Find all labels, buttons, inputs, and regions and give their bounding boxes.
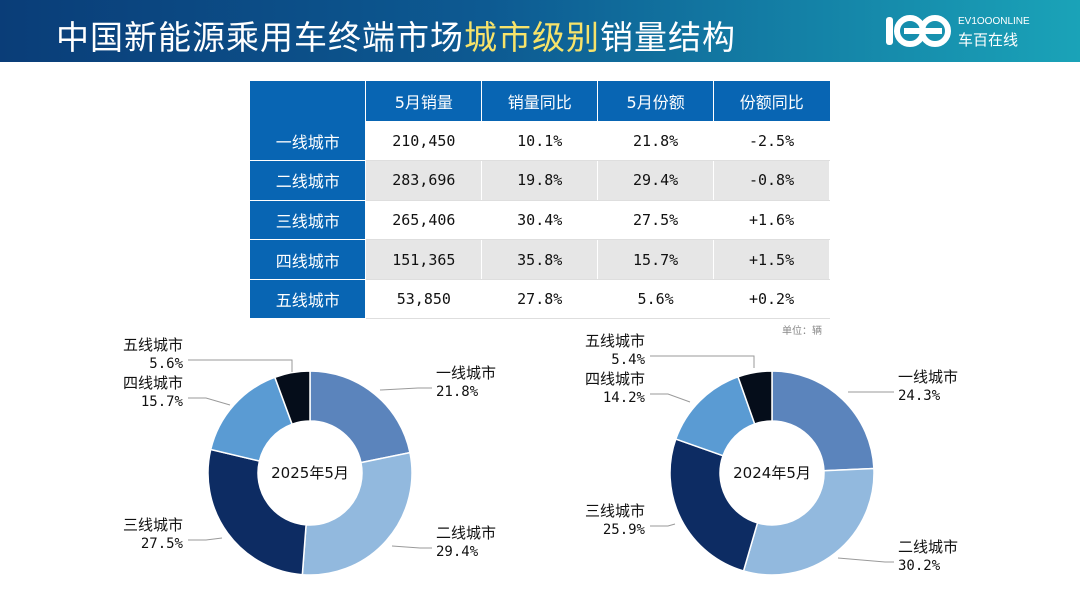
leader-line (188, 537, 223, 541)
table-cell: 151,365 (365, 239, 483, 280)
title-highlight: 城市级别 (464, 18, 600, 57)
table-cell: 19.8% (481, 160, 599, 201)
slice-category-label: 一线城市 (436, 364, 496, 382)
table-row-head: 三线城市 (250, 200, 367, 241)
donut-slice (309, 370, 411, 464)
logo-text-cn: 车百在线 (958, 31, 1019, 49)
table-header-cell: 5月销量 (365, 81, 483, 121)
table-row: 五线城市 53,850 27.8% 5.6% +0.2% (250, 279, 830, 320)
slice-category-label: 五线城市 (585, 332, 645, 350)
donut-slice (742, 467, 875, 576)
table-header-cell: 销量同比 (481, 81, 599, 121)
table-header-cell (250, 81, 367, 121)
table-cell: +1.6% (713, 200, 830, 241)
slice-category-label: 三线城市 (585, 502, 645, 520)
slice-value-label: 14.2% (603, 390, 646, 406)
table-cell: 53,850 (365, 279, 483, 320)
table-cell: 29.4% (597, 160, 715, 201)
table-header-cell: 5月份额 (597, 81, 715, 121)
donut-center-label: 2025年5月 (271, 464, 349, 482)
donut-chart-1: 2025年5月 一线城市 21.8% 二线城市 29.4% 三线城市 27.5% 四线城市 15… (123, 336, 496, 576)
table-row: 三线城市 265,406 30.4% 27.5% +1.6% (250, 200, 830, 241)
table-cell: 265,406 (365, 200, 483, 241)
donut-slice (737, 370, 773, 425)
table-cell: 35.8% (481, 239, 599, 280)
slice-value-label: 29.4% (436, 544, 479, 560)
donut-charts: 2025年5月 一线城市 21.8% 二线城市 29.4% 三线城市 27.5% 四线城市 15… (123, 332, 958, 576)
table-row-head: 一线城市 (250, 121, 367, 162)
table-cell: 10.1% (481, 121, 599, 162)
table-cell: -2.5% (713, 121, 830, 162)
table-row: 二线城市 283,696 19.8% 29.4% -0.8% (250, 160, 830, 201)
slice-value-label: 21.8% (436, 384, 479, 400)
table-row: 四线城市 151,365 35.8% 15.7% +1.5% (250, 239, 830, 280)
slice-category-label: 三线城市 (123, 516, 183, 534)
slice-value-label: 5.6% (149, 356, 183, 372)
header-bar: 中国新能源乘用车终端市场城市级别销量结构 EV1OOONLINE 车百在线 (0, 0, 1080, 62)
leader-line (837, 557, 894, 563)
table-row-head: 二线城市 (250, 160, 367, 201)
table-cell: 30.4% (481, 200, 599, 241)
table-cell: 27.8% (481, 279, 599, 320)
table-header-cell: 份额同比 (713, 81, 830, 121)
leader-line (650, 523, 676, 527)
slice-value-label: 25.9% (603, 522, 646, 538)
donut-slice (669, 438, 759, 572)
donut-chart-2: 2024年5月 一线城市 24.3% 二线城市 30.2% 三线城市 25.9% 四线城市 14… (585, 332, 958, 576)
page-title: 中国新能源乘用车终端市场城市级别销量结构 (56, 18, 736, 57)
slice-value-label: 30.2% (898, 558, 941, 574)
unit-note: 单位：辆 (782, 326, 822, 337)
sales-table: 5月销量 销量同比 5月份额 份额同比 一线城市 210,450 10.1% 2… (250, 81, 830, 320)
slice-category-label: 一线城市 (898, 368, 958, 386)
table-cell: 5.6% (597, 279, 715, 320)
leader-line (379, 387, 432, 391)
table-row-head: 四线城市 (250, 239, 367, 280)
logo-text-en: EV1OOONLINE (958, 16, 1030, 27)
slice-category-label: 二线城市 (898, 538, 958, 556)
table-cell: +1.5% (713, 239, 830, 280)
slice-value-label: 5.4% (611, 352, 645, 368)
table-cell: 15.7% (597, 239, 715, 280)
leader-line (188, 397, 231, 406)
donut-slice (771, 370, 875, 472)
slice-category-label: 四线城市 (123, 374, 183, 392)
slice-category-label: 四线城市 (585, 370, 645, 388)
table-cell: 210,450 (365, 121, 483, 162)
slice-value-label: 15.7% (141, 394, 184, 410)
logo-mark-icon (886, 15, 951, 47)
leader-line (650, 393, 691, 403)
leader-line (650, 355, 755, 368)
slice-category-label: 五线城市 (123, 336, 183, 354)
brand-logo: EV1OOONLINE 车百在线 (884, 12, 1034, 52)
slice-value-label: 27.5% (141, 536, 184, 552)
table-cell: +0.2% (713, 279, 830, 320)
table-cell: 27.5% (597, 200, 715, 241)
table-cell: 21.8% (597, 121, 715, 162)
slice-category-label: 二线城市 (436, 524, 496, 542)
donut-slice (207, 448, 307, 576)
donut-slice (273, 370, 311, 426)
donut-slice (301, 451, 413, 576)
donut-center-label: 2024年5月 (733, 464, 811, 482)
slice-value-label: 24.3% (898, 388, 941, 404)
table-cell: -0.8% (713, 160, 830, 201)
table-cell: 283,696 (365, 160, 483, 201)
leader-line (391, 545, 432, 549)
table-header-row: 5月销量 销量同比 5月份额 份额同比 (250, 81, 830, 121)
table-row-head: 五线城市 (250, 279, 367, 320)
table-row: 一线城市 210,450 10.1% 21.8% -2.5% (250, 121, 830, 162)
leader-line (188, 359, 293, 372)
